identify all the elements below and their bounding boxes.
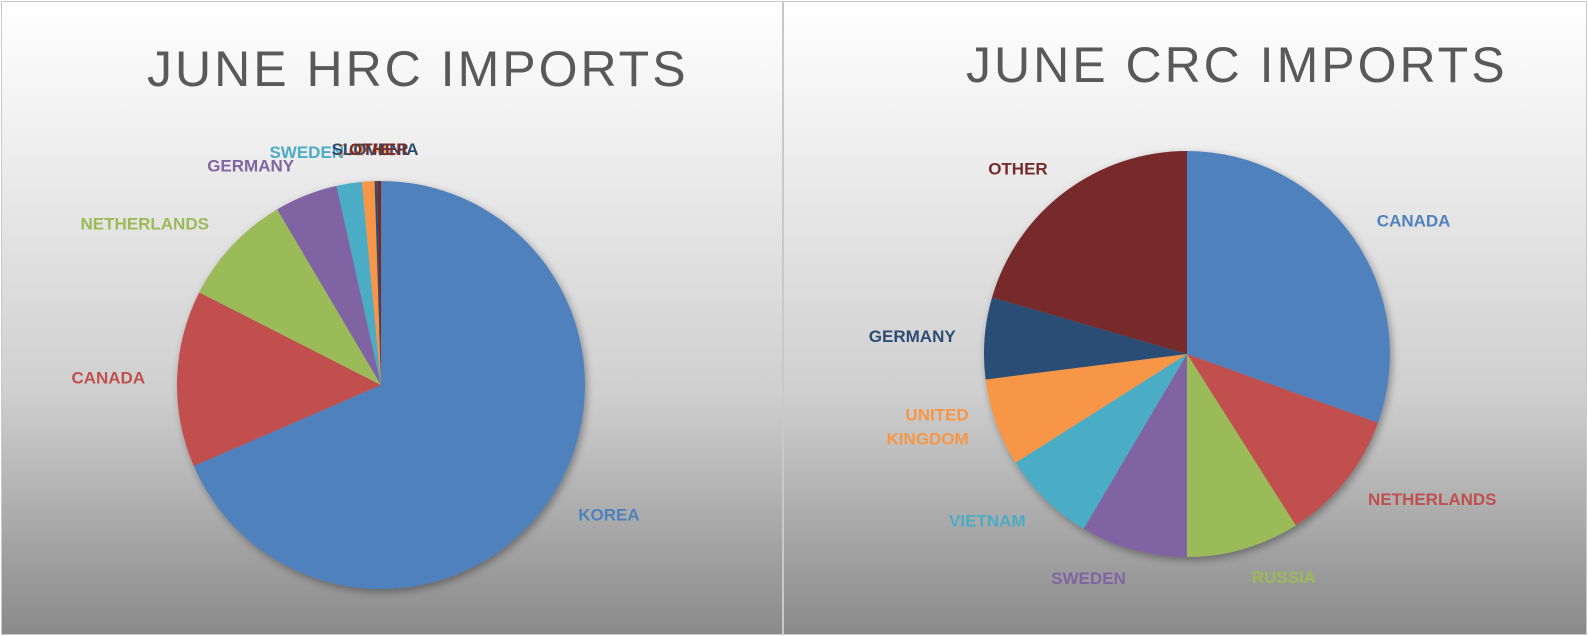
crc-label-vietnam: VIETNAM (949, 512, 1026, 531)
crc-chart-title: JUNE CRC IMPORTS (966, 37, 1508, 93)
crc-label-netherlands: NETHERLANDS (1368, 490, 1496, 509)
crc-slice-germany (984, 297, 1187, 380)
crc-label-sweden: SWEDEN (1051, 569, 1126, 588)
hrc-slice-germany (277, 185, 381, 385)
crc-slice-sweden (1083, 354, 1187, 557)
crc-pie-chart: CANADA NETHERLANDS RUSSIA SWEDEN VIETNAM UNIT… (869, 151, 1497, 588)
crc-label-other: OTHER (988, 159, 1048, 178)
hrc-pie-chart: KOREA CANADA NETHERLANDS GERMANYSWEDENJAPAN… (71, 140, 640, 589)
hrc-label-japan: JAPAN (338, 140, 394, 159)
crc-slice-united-kingdom (985, 354, 1187, 463)
hrc-slice-slovenia (374, 181, 381, 385)
crc-slice-canada (1187, 151, 1390, 423)
hrc-slice-sweden (336, 181, 381, 385)
hrc-label-netherlands: NETHERLANDS (81, 214, 209, 233)
hrc-label-germany: GERMANY (207, 157, 295, 176)
crc-slice-other (992, 151, 1187, 354)
crc-slice-vietnam (1015, 354, 1187, 529)
crc-label-united-kingdom: UNITED KINGDOM (887, 406, 969, 449)
hrc-chart-title: JUNE HRC IMPORTS (147, 41, 689, 97)
hrc-label-slovenia: SLOVENIA (332, 140, 419, 159)
crc-chart-panel: JUNE CRC IMPORTS CANADA NETHERLANDS RUSSIA… (783, 1, 1587, 635)
hrc-label-sweden: SWEDEN (269, 143, 344, 162)
crc-label-russia: RUSSIA (1252, 568, 1316, 587)
hrc-slice-canada (177, 292, 381, 467)
hrc-slice-other (377, 181, 381, 385)
hrc-chart-panel: JUNE HRC IMPORTS KOREA CANADA NETHERLANDS G… (1, 1, 783, 635)
hrc-slice-japan (361, 181, 381, 385)
crc-label-germany: GERMANY (869, 327, 957, 346)
hrc-slice-netherlands (199, 209, 381, 385)
crc-slice-russia (1187, 354, 1296, 557)
hrc-label-other: OTHER (349, 140, 409, 159)
hrc-label-korea: KOREA (578, 506, 639, 525)
crc-label-canada: CANADA (1377, 212, 1451, 231)
crc-slice-netherlands (1187, 354, 1378, 526)
hrc-slice-korea (193, 181, 585, 589)
hrc-label-canada: CANADA (71, 369, 145, 388)
